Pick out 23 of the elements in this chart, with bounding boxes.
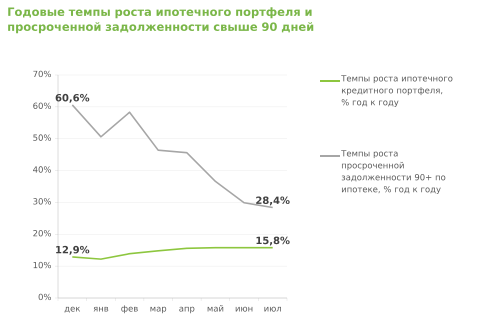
y-tick-label: 0% bbox=[38, 294, 52, 300]
x-tick-label: июл bbox=[264, 306, 282, 312]
y-tick-label: 20% bbox=[33, 230, 52, 236]
x-tick-label: май bbox=[208, 305, 224, 312]
y-tick-label: 60% bbox=[33, 102, 52, 109]
legend-label: Темпы роста просроченной задолженности 90+ по ипотеке, % год к году bbox=[341, 150, 446, 194]
x-tick-label: дек bbox=[64, 306, 80, 313]
data-label: 60,6% bbox=[56, 94, 90, 103]
x-tick-label: апр bbox=[179, 306, 194, 314]
y-tick-label: 30% bbox=[33, 198, 52, 205]
x-tick-label: мар bbox=[150, 306, 166, 314]
data-label: 15,8% bbox=[256, 236, 290, 246]
y-tick-label: 70% bbox=[33, 70, 52, 78]
legend-label: Темпы роста ипотечного кредитного портфеля, % год к году bbox=[341, 75, 452, 108]
y-tick-label: 10% bbox=[34, 262, 52, 268]
y-tick-label: 50% bbox=[33, 134, 52, 141]
x-tick-label: июн bbox=[236, 306, 252, 312]
data-label: 28,4% bbox=[256, 196, 290, 206]
y-tick-label: 40% bbox=[33, 166, 52, 173]
x-tick-label: янв bbox=[94, 306, 108, 312]
x-tick-label: фев bbox=[121, 305, 138, 314]
chart-title: Годовые темпы роста ипотечного портфеля и просроченной задолженности свыше 90 дней bbox=[8, 7, 314, 34]
data-label: 12,9% bbox=[56, 246, 90, 255]
